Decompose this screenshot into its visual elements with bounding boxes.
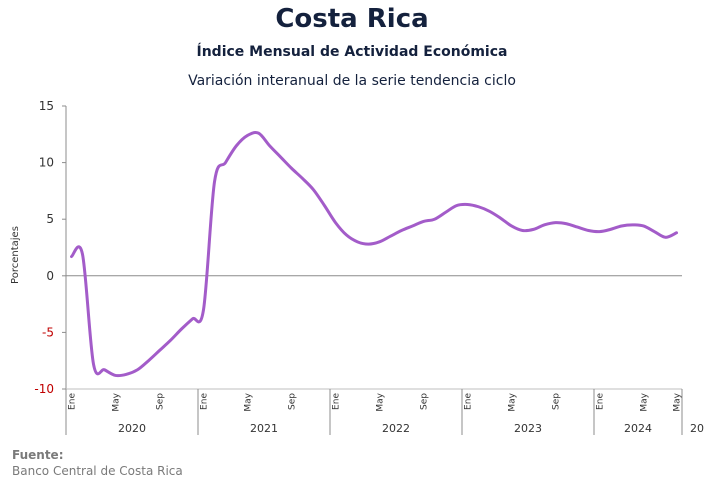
- y-tick-label: -10: [34, 382, 54, 396]
- data-point: [191, 317, 194, 320]
- data-point: [169, 339, 172, 342]
- data-point: [147, 359, 150, 362]
- data-point: [125, 373, 128, 376]
- source-label: Fuente:: [12, 448, 64, 462]
- chart-subtitle: Índice Mensual de Actividad Económica: [196, 44, 508, 60]
- data-point: [422, 220, 425, 223]
- data-point: [279, 155, 282, 158]
- data-point: [521, 229, 524, 232]
- data-point: [499, 217, 502, 220]
- data-point: [620, 224, 623, 227]
- data-point: [609, 228, 612, 231]
- data-point: [543, 223, 546, 226]
- year-label: 2022: [382, 422, 410, 435]
- data-point: [477, 205, 480, 208]
- data-point: [202, 308, 205, 311]
- chart-description: Variación interanual de la serie tendenc…: [188, 73, 516, 89]
- x-tick-label: Ene: [464, 393, 474, 410]
- chart-title: Costa Rica: [275, 4, 429, 34]
- data-point: [598, 230, 601, 233]
- data-point: [664, 236, 667, 239]
- data-point: [378, 240, 381, 243]
- year-label: 2024: [624, 422, 652, 435]
- y-tick-label: -5: [42, 325, 54, 339]
- x-tick-label: Ene: [332, 393, 342, 410]
- data-point: [532, 228, 535, 231]
- y-tick-label: 0: [46, 269, 54, 283]
- x-tick-label: Sep: [420, 393, 430, 410]
- data-point: [631, 223, 634, 226]
- x-tick-label: Sep: [552, 393, 562, 410]
- data-point: [653, 230, 656, 233]
- year-label: 2021: [250, 422, 278, 435]
- year-label: 2023: [514, 422, 542, 435]
- data-point: [323, 204, 326, 207]
- data-point: [301, 177, 304, 180]
- data-point: [400, 229, 403, 232]
- data-point: [576, 226, 579, 229]
- data-point: [466, 203, 469, 206]
- x-tick-label: Ene: [596, 393, 606, 410]
- data-point: [510, 224, 513, 227]
- x-tick-label: Sep: [288, 393, 298, 410]
- data-point: [235, 144, 238, 147]
- data-point: [312, 188, 315, 191]
- data-point: [81, 253, 84, 256]
- data-point: [565, 222, 568, 225]
- y-axis-label: Porcentajes: [10, 226, 21, 284]
- data-point: [290, 167, 293, 170]
- data-point: [455, 204, 458, 207]
- source-text: Banco Central de Costa Rica: [12, 464, 183, 478]
- x-tick-label: May: [244, 392, 254, 411]
- data-point: [257, 132, 260, 135]
- data-point: [642, 224, 645, 227]
- data-point: [411, 224, 414, 227]
- data-point: [367, 243, 370, 246]
- year-label: 2020: [118, 422, 146, 435]
- x-tick-label: May: [376, 392, 386, 411]
- data-point: [587, 229, 590, 232]
- data-point: [268, 144, 271, 147]
- data-point: [136, 368, 139, 371]
- data-point: [158, 349, 161, 352]
- x-tick-label: May: [673, 392, 683, 411]
- x-tick-label: Ene: [200, 393, 210, 410]
- data-point: [444, 211, 447, 214]
- y-tick-label: 15: [39, 99, 54, 113]
- data-point: [356, 240, 359, 243]
- data-point: [213, 180, 216, 183]
- data-point: [554, 221, 557, 224]
- data-point: [224, 161, 227, 164]
- series-line: [70, 131, 678, 378]
- x-tick-label: Ene: [68, 393, 78, 410]
- x-tick-label: May: [508, 392, 518, 411]
- data-point: [433, 218, 436, 221]
- data-point: [92, 363, 95, 366]
- y-tick-label: 10: [39, 156, 54, 170]
- data-point: [389, 235, 392, 238]
- data-point: [345, 234, 348, 237]
- data-point: [70, 255, 73, 258]
- data-point: [103, 368, 106, 371]
- x-tick-label: Sep: [156, 393, 166, 410]
- data-point: [114, 374, 117, 377]
- x-tick-label: May: [640, 392, 650, 411]
- data-point: [180, 328, 183, 331]
- data-point: [675, 231, 678, 234]
- y-tick-label: 5: [46, 212, 54, 226]
- year-label: 2025: [690, 422, 704, 435]
- x-tick-label: May: [112, 392, 122, 411]
- data-point: [246, 134, 249, 137]
- data-point: [334, 221, 337, 224]
- data-point: [488, 210, 491, 213]
